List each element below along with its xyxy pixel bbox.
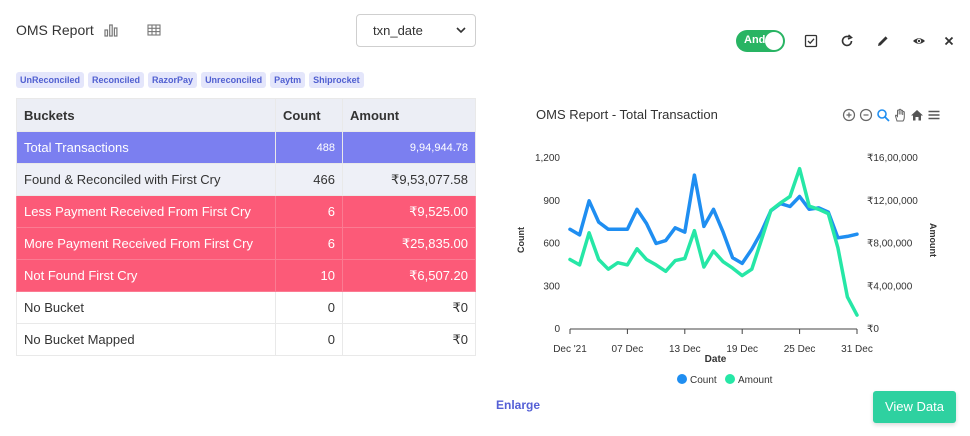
- filter-tag[interactable]: RazorPay: [148, 72, 198, 88]
- filter-tag[interactable]: Shiprocket: [309, 72, 364, 88]
- count-cell: 0: [275, 291, 343, 324]
- close-icon[interactable]: [942, 34, 956, 48]
- table-row[interactable]: Found & Reconciled with First Cry 466 ₹9,5…: [16, 163, 476, 196]
- table-row[interactable]: Not Found First Cry 10 ₹6,507.20: [16, 259, 476, 292]
- amount-cell: ₹9,53,077.58: [342, 163, 476, 196]
- bucket-cell: No Bucket: [16, 291, 276, 324]
- toggle-knob: [765, 32, 783, 50]
- enlarge-link[interactable]: Enlarge: [496, 398, 541, 412]
- edit-pencil-icon[interactable]: [876, 34, 890, 48]
- count-cell: 6: [275, 195, 343, 228]
- zoom-in-icon[interactable]: [842, 108, 856, 122]
- filter-tag[interactable]: Paytm: [270, 72, 306, 88]
- bucket-cell: Less Payment Received From First Cry: [16, 195, 276, 228]
- filter-tag[interactable]: Reconciled: [88, 72, 145, 88]
- count-cell: 466: [275, 163, 343, 196]
- filter-tag[interactable]: UnReconciled: [16, 72, 85, 88]
- y-right-tick-label: ₹4,00,000: [867, 281, 913, 292]
- amount-cell: ₹6,507.20: [342, 259, 476, 292]
- table-row[interactable]: No Bucket 0 ₹0: [16, 291, 476, 324]
- table-grid-icon[interactable]: [146, 22, 162, 38]
- amount-cell: ₹25,835.00: [342, 227, 476, 260]
- y-left-tick-label: 0: [554, 324, 560, 335]
- x-tick-label: Dec '21: [553, 344, 587, 355]
- and-or-toggle[interactable]: And: [736, 30, 785, 52]
- y-right-tick-label: ₹16,00,000: [867, 153, 918, 164]
- x-tick-label: 13 Dec: [669, 344, 701, 355]
- x-tick-label: 25 Dec: [784, 344, 816, 355]
- y-left-tick-label: 1,200: [535, 153, 560, 164]
- amount-cell: ₹0: [342, 323, 476, 356]
- zoom-select-icon[interactable]: [876, 108, 890, 122]
- eye-icon[interactable]: [912, 34, 926, 48]
- count-cell: 0: [275, 323, 343, 356]
- x-tick-label: 07 Dec: [612, 344, 644, 355]
- count-cell: 6: [275, 227, 343, 260]
- x-axis-title: Date: [705, 354, 727, 365]
- view-data-button[interactable]: View Data: [873, 391, 956, 423]
- filter-tag[interactable]: Unreconciled: [201, 72, 267, 88]
- hamburger-menu-icon[interactable]: [927, 108, 941, 122]
- amount-cell: 9,94,944.78: [342, 131, 476, 164]
- bucket-cell: Total Transactions: [16, 131, 276, 164]
- table-row[interactable]: More Payment Received From First Cry 6 ₹25…: [16, 227, 476, 260]
- header-amount: Amount: [342, 98, 476, 132]
- table-header-row: Buckets Count Amount: [16, 98, 476, 132]
- date-field-select-value: txn_date: [373, 23, 423, 38]
- zoom-out-icon[interactable]: [859, 108, 873, 122]
- amount-cell: ₹9,525.00: [342, 195, 476, 228]
- amount-cell: ₹0: [342, 291, 476, 324]
- x-tick-label: 31 Dec: [841, 344, 873, 355]
- filter-tags: UnReconciled Reconciled RazorPay Unreconcil…: [16, 72, 364, 88]
- legend-marker-amount: [725, 374, 735, 384]
- table-row[interactable]: Total Transactions 488 9,94,944.78: [16, 131, 476, 164]
- home-reset-icon[interactable]: [910, 108, 924, 122]
- legend-label-count: Count: [690, 375, 717, 386]
- bucket-cell: More Payment Received From First Cry: [16, 227, 276, 260]
- y-left-tick-label: 900: [543, 196, 560, 207]
- checkbox-icon[interactable]: [804, 34, 818, 48]
- y-right-tick-label: ₹8,00,000: [867, 239, 913, 250]
- pan-hand-icon[interactable]: [893, 108, 907, 122]
- y-left-tick-label: 600: [543, 239, 560, 250]
- bucket-cell: Not Found First Cry: [16, 259, 276, 292]
- x-tick-label: 19 Dec: [726, 344, 758, 355]
- buckets-table: Buckets Count Amount Total Transactions 4…: [16, 98, 476, 356]
- chart-title: OMS Report - Total Transaction: [536, 107, 718, 122]
- refresh-icon[interactable]: [840, 34, 854, 48]
- series-line-amount: [568, 166, 859, 317]
- chart-toolbar: [842, 108, 941, 122]
- y-right-tick-label: ₹12,00,000: [867, 196, 918, 207]
- count-cell: 488: [275, 131, 343, 164]
- table-row[interactable]: Less Payment Received From First Cry 6 ₹9,…: [16, 195, 476, 228]
- bucket-cell: No Bucket Mapped: [16, 323, 276, 356]
- header-count: Count: [275, 98, 343, 132]
- page-title: OMS Report: [16, 22, 94, 38]
- date-field-select[interactable]: txn_date: [356, 14, 476, 47]
- legend-label-amount: Amount: [738, 375, 773, 386]
- y-left-tick-label: 300: [543, 281, 560, 292]
- series-line-count: [568, 173, 859, 266]
- header-buckets: Buckets: [16, 98, 276, 132]
- count-cell: 10: [275, 259, 343, 292]
- legend-marker-count: [677, 374, 687, 384]
- toggle-label: And: [744, 34, 766, 46]
- y-right-tick-label: ₹0: [867, 324, 879, 335]
- chevron-down-icon: [455, 24, 467, 36]
- bar-chart-icon[interactable]: [103, 22, 119, 38]
- bucket-cell: Found & Reconciled with First Cry: [16, 163, 276, 196]
- y-left-axis-title: Count: [516, 227, 526, 253]
- table-row[interactable]: No Bucket Mapped 0 ₹0: [16, 323, 476, 356]
- transaction-line-chart: 0 300 600 900 1,200 ₹0 ₹4,00,000 ₹8,00,000 ₹12,0…: [516, 153, 938, 386]
- y-right-axis-title: Amount: [928, 223, 938, 257]
